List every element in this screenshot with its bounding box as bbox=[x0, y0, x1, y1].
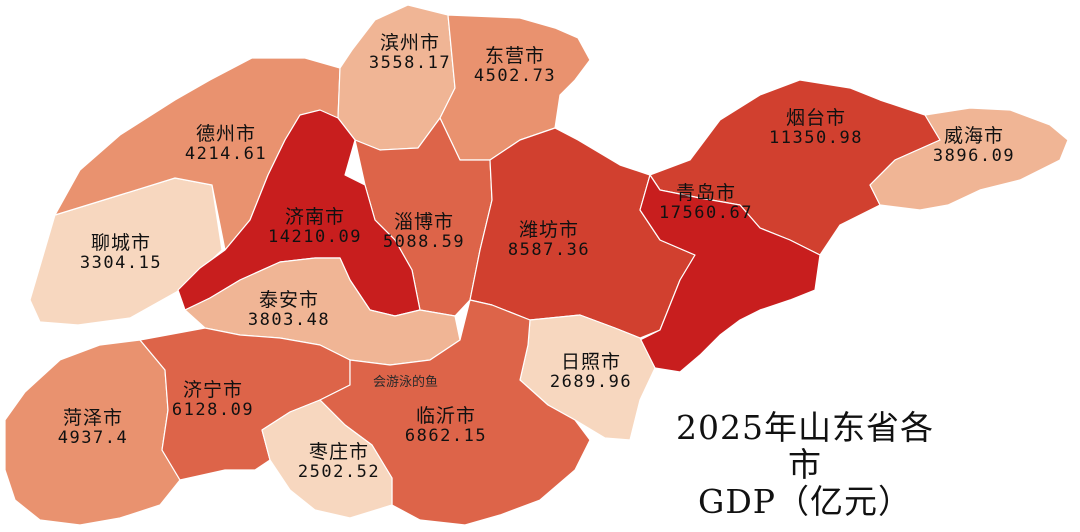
city-label-dezhou: 德州市 4214.61 bbox=[185, 124, 267, 163]
city-label-zaozhuang: 枣庄市 2502.52 bbox=[298, 442, 380, 481]
city-label-rizhao: 日照市 2689.96 bbox=[550, 352, 632, 391]
city-label-jinan: 济南市 14210.09 bbox=[268, 207, 362, 246]
map-title: 2025年山东省各市 GDP（亿元） bbox=[660, 408, 950, 521]
city-label-liaocheng: 聊城市 3304.15 bbox=[80, 233, 162, 272]
city-gdp-value: 11350.98 bbox=[769, 127, 863, 148]
city-name: 烟台市 bbox=[785, 107, 847, 129]
city-name: 德州市 bbox=[195, 123, 256, 145]
city-gdp-value: 6128.09 bbox=[171, 399, 255, 420]
city-gdp-value: 5088.59 bbox=[382, 231, 466, 252]
city-name: 日照市 bbox=[560, 351, 621, 373]
city-gdp-value: 8587.36 bbox=[507, 239, 591, 260]
city-name: 威海市 bbox=[943, 125, 1004, 147]
city-name: 济南市 bbox=[284, 206, 346, 228]
city-gdp-value: 4214.61 bbox=[184, 143, 268, 164]
region-qingdao bbox=[639, 174, 821, 373]
city-gdp-value: 4502.73 bbox=[473, 65, 557, 86]
city-gdp-value: 2502.52 bbox=[297, 461, 381, 482]
city-label-dongying: 东营市 4502.73 bbox=[474, 46, 556, 85]
city-name: 滨州市 bbox=[379, 32, 440, 54]
city-label-linyi: 临沂市 6862.15 bbox=[405, 406, 487, 445]
city-label-qingdao: 青岛市 17560.67 bbox=[659, 183, 753, 222]
city-label-yantai: 烟台市 11350.98 bbox=[769, 108, 863, 147]
city-label-weihai: 威海市 3896.09 bbox=[933, 126, 1015, 165]
city-name: 东营市 bbox=[484, 45, 545, 67]
city-gdp-value: 4937.4 bbox=[57, 427, 129, 448]
city-label-taian: 泰安市 3803.48 bbox=[248, 290, 330, 329]
watermark: 会游泳的鱼 bbox=[373, 375, 439, 390]
city-name: 泰安市 bbox=[258, 289, 319, 311]
city-name: 淄博市 bbox=[393, 211, 454, 233]
city-label-zibo: 淄博市 5088.59 bbox=[383, 212, 465, 251]
city-label-jining: 济宁市 6128.09 bbox=[172, 380, 254, 419]
city-name: 潍坊市 bbox=[518, 219, 579, 241]
city-name: 枣庄市 bbox=[308, 441, 369, 463]
city-gdp-value: 17560.67 bbox=[659, 202, 753, 223]
city-gdp-value: 3803.48 bbox=[247, 309, 331, 330]
city-gdp-value: 2689.96 bbox=[549, 371, 633, 392]
city-gdp-value: 6862.15 bbox=[404, 425, 488, 446]
city-label-binzhou: 滨州市 3558.17 bbox=[369, 33, 451, 72]
region-zaozhuang bbox=[261, 399, 393, 519]
city-name: 青岛市 bbox=[675, 182, 737, 204]
city-gdp-value: 3304.15 bbox=[79, 252, 163, 273]
title-line-1: 2025年山东省各市 bbox=[676, 408, 934, 484]
city-name: 聊城市 bbox=[90, 232, 151, 254]
city-gdp-value: 3558.17 bbox=[368, 52, 452, 73]
city-label-weifang: 潍坊市 8587.36 bbox=[508, 220, 590, 259]
city-name: 菏泽市 bbox=[62, 407, 124, 429]
city-gdp-value: 3896.09 bbox=[932, 145, 1016, 166]
city-name: 临沂市 bbox=[415, 405, 476, 427]
region-weihai bbox=[869, 107, 1069, 211]
title-line-2: GDP（亿元） bbox=[697, 481, 913, 521]
city-name: 济宁市 bbox=[182, 379, 243, 401]
city-gdp-value: 14210.09 bbox=[268, 226, 362, 247]
city-label-heze: 菏泽市 4937.4 bbox=[58, 408, 128, 447]
